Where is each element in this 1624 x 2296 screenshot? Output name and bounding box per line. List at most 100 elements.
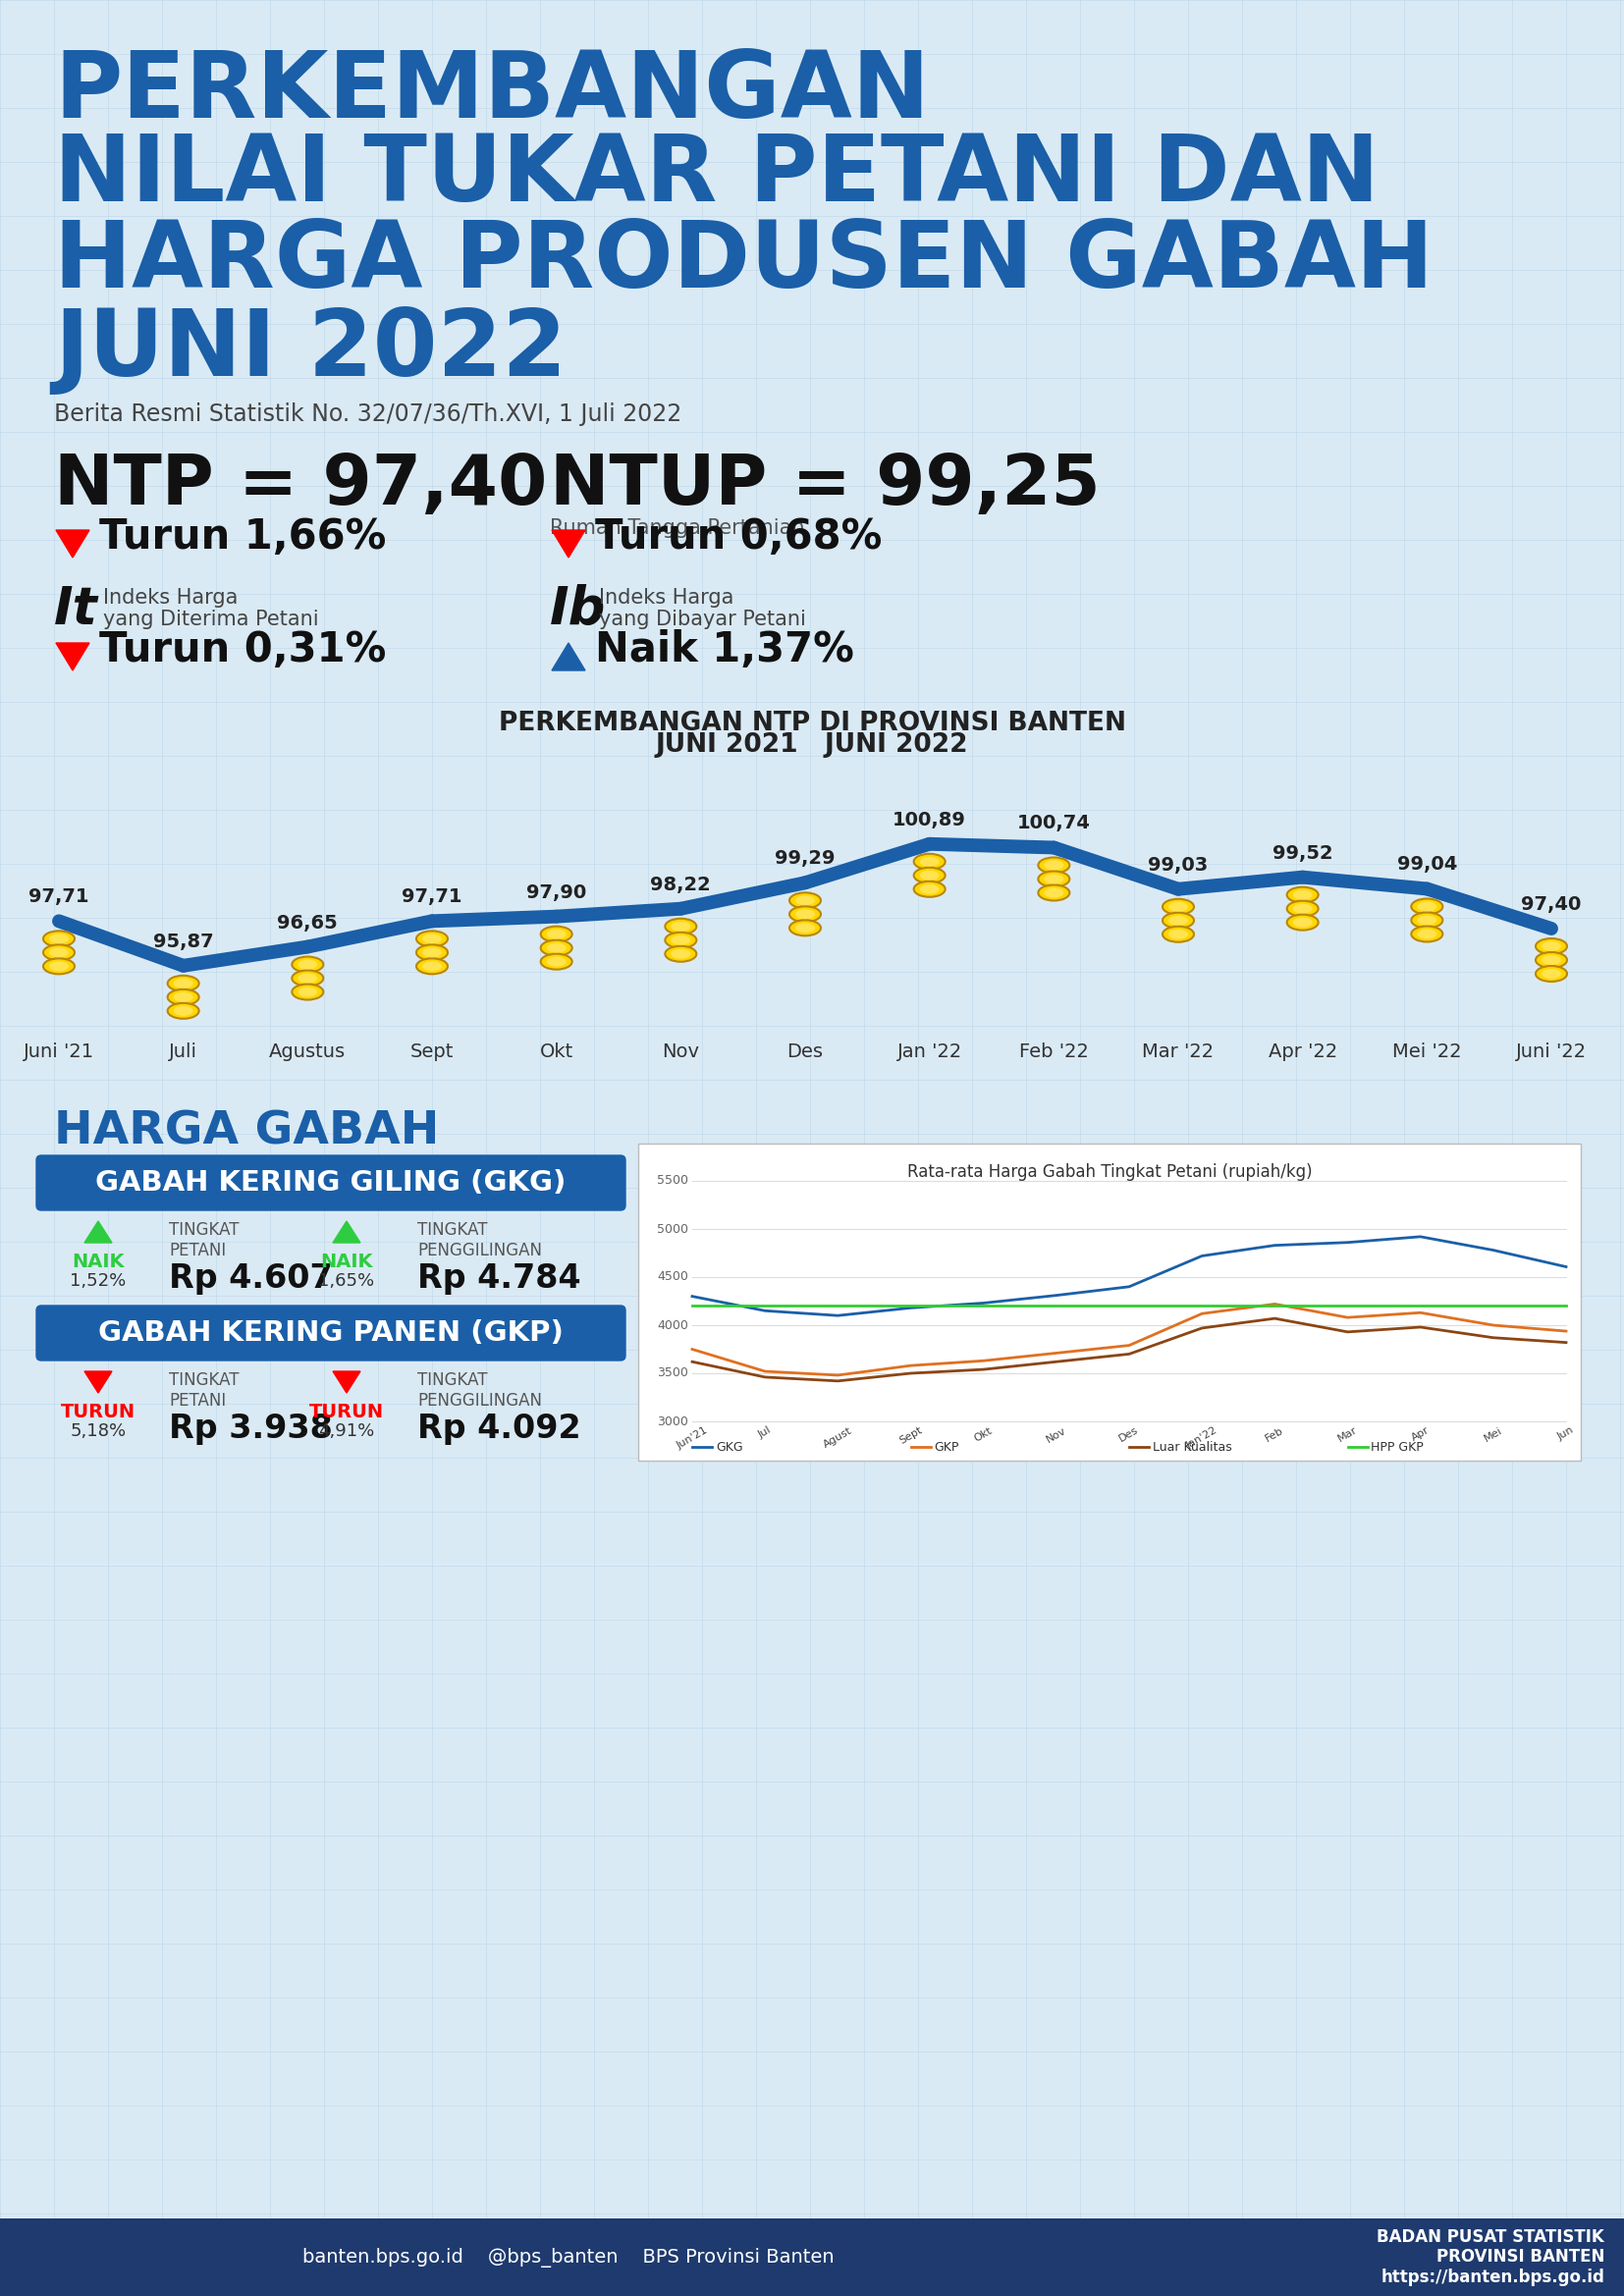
Text: 95,87: 95,87 (153, 932, 213, 951)
Text: 5,18%: 5,18% (70, 1421, 127, 1440)
Text: Indeks Harga: Indeks Harga (102, 588, 239, 608)
Text: 99,03: 99,03 (1148, 856, 1208, 875)
Ellipse shape (1536, 939, 1567, 955)
Ellipse shape (297, 960, 317, 969)
Text: TINGKAT
PENGGILINGAN: TINGKAT PENGGILINGAN (417, 1221, 542, 1258)
Ellipse shape (1411, 912, 1442, 928)
Ellipse shape (422, 948, 442, 957)
Text: Luar Kualitas: Luar Kualitas (1153, 1440, 1233, 1453)
Text: Apr '22: Apr '22 (1268, 1042, 1337, 1061)
Text: Rp 4.784: Rp 4.784 (417, 1263, 581, 1295)
Polygon shape (552, 643, 585, 670)
Ellipse shape (174, 992, 193, 1001)
Text: PERKEMBANGAN NTP DI PROVINSI BANTEN: PERKEMBANGAN NTP DI PROVINSI BANTEN (499, 712, 1125, 737)
Text: Mar: Mar (1337, 1426, 1359, 1444)
Ellipse shape (167, 1003, 200, 1019)
Text: Mar '22: Mar '22 (1142, 1042, 1215, 1061)
Ellipse shape (416, 957, 448, 974)
Ellipse shape (919, 884, 939, 893)
Text: HARGA PRODUSEN GABAH: HARGA PRODUSEN GABAH (54, 216, 1434, 308)
FancyBboxPatch shape (36, 1155, 625, 1210)
Ellipse shape (1044, 875, 1064, 884)
Ellipse shape (422, 962, 442, 971)
Text: Jul: Jul (757, 1426, 773, 1440)
Text: Turun 0,31%: Turun 0,31% (99, 629, 387, 670)
Ellipse shape (1038, 870, 1070, 886)
Text: Des: Des (1117, 1426, 1140, 1444)
Ellipse shape (44, 930, 75, 946)
Ellipse shape (914, 854, 945, 870)
Text: Turun 1,66%: Turun 1,66% (99, 517, 387, 558)
Bar (0, 2218, 1624, 2296)
Ellipse shape (1418, 916, 1437, 925)
Text: Okt: Okt (973, 1426, 994, 1444)
Text: 99,29: 99,29 (775, 850, 835, 868)
Ellipse shape (796, 895, 815, 905)
Text: 97,71: 97,71 (401, 889, 463, 907)
Ellipse shape (671, 921, 690, 932)
Ellipse shape (1038, 884, 1070, 900)
Text: TINGKAT
PENGGILINGAN: TINGKAT PENGGILINGAN (417, 1371, 542, 1410)
Text: 97,90: 97,90 (526, 884, 586, 902)
Ellipse shape (796, 909, 815, 918)
Text: Berita Resmi Statistik No. 32/07/36/Th.XVI, 1 Juli 2022: Berita Resmi Statistik No. 32/07/36/Th.X… (54, 402, 682, 427)
Ellipse shape (796, 923, 815, 932)
FancyBboxPatch shape (36, 1306, 625, 1362)
Ellipse shape (666, 918, 697, 934)
Text: TINGKAT
PETANI: TINGKAT PETANI (169, 1371, 239, 1410)
Ellipse shape (1286, 886, 1319, 902)
Text: yang Diterima Petani: yang Diterima Petani (102, 608, 318, 629)
Ellipse shape (1536, 967, 1567, 983)
Polygon shape (333, 1371, 361, 1394)
Text: 1,65%: 1,65% (318, 1272, 375, 1290)
Text: banten.bps.go.id    @bps_banten    BPS Provinsi Banten: banten.bps.go.id @bps_banten BPS Provins… (302, 2248, 835, 2266)
Text: 99,04: 99,04 (1397, 856, 1457, 875)
Text: 5500: 5500 (656, 1176, 689, 1187)
Text: 3500: 3500 (658, 1366, 689, 1380)
Text: 97,71: 97,71 (29, 889, 89, 907)
Text: GKP: GKP (934, 1440, 960, 1453)
Ellipse shape (671, 934, 690, 946)
Ellipse shape (919, 870, 939, 879)
Text: 96,65: 96,65 (278, 914, 338, 932)
Text: Des: Des (788, 1042, 823, 1061)
Text: Sept: Sept (411, 1042, 453, 1061)
Ellipse shape (789, 907, 820, 923)
Text: Apr: Apr (1410, 1426, 1431, 1444)
Text: 99,52: 99,52 (1272, 845, 1333, 863)
Ellipse shape (49, 948, 68, 957)
Text: Turun 0,68%: Turun 0,68% (594, 517, 882, 558)
Ellipse shape (422, 934, 442, 944)
Ellipse shape (919, 856, 939, 866)
Text: NTP = 97,40: NTP = 97,40 (54, 452, 547, 519)
Ellipse shape (174, 1006, 193, 1015)
Text: Jan'22: Jan'22 (1186, 1426, 1220, 1451)
Ellipse shape (914, 882, 945, 898)
Ellipse shape (541, 925, 572, 941)
Ellipse shape (1411, 925, 1442, 941)
Text: It: It (54, 583, 97, 636)
Text: Jun: Jun (1556, 1426, 1575, 1442)
Ellipse shape (1168, 930, 1189, 939)
Ellipse shape (914, 868, 945, 884)
Polygon shape (84, 1221, 112, 1242)
Ellipse shape (547, 930, 567, 939)
Ellipse shape (541, 939, 572, 955)
Text: Agust: Agust (822, 1426, 854, 1449)
Ellipse shape (167, 990, 200, 1006)
Text: 97,40: 97,40 (1522, 895, 1582, 914)
Ellipse shape (49, 934, 68, 944)
Ellipse shape (297, 974, 317, 983)
Ellipse shape (292, 971, 323, 985)
Text: GABAH KERING GILING (GKG): GABAH KERING GILING (GKG) (96, 1169, 567, 1196)
Text: Indeks Harga: Indeks Harga (599, 588, 734, 608)
Text: Naik 1,37%: Naik 1,37% (594, 629, 854, 670)
Ellipse shape (1293, 891, 1312, 900)
Ellipse shape (297, 987, 317, 996)
Ellipse shape (1163, 912, 1194, 928)
Text: 1,52%: 1,52% (70, 1272, 127, 1290)
Text: Nov: Nov (1044, 1426, 1069, 1444)
Ellipse shape (1418, 930, 1437, 939)
Text: BADAN PUSAT STATISTIK
PROVINSI BANTEN
https://banten.bps.go.id: BADAN PUSAT STATISTIK PROVINSI BANTEN ht… (1377, 2227, 1605, 2287)
Ellipse shape (1168, 916, 1189, 925)
